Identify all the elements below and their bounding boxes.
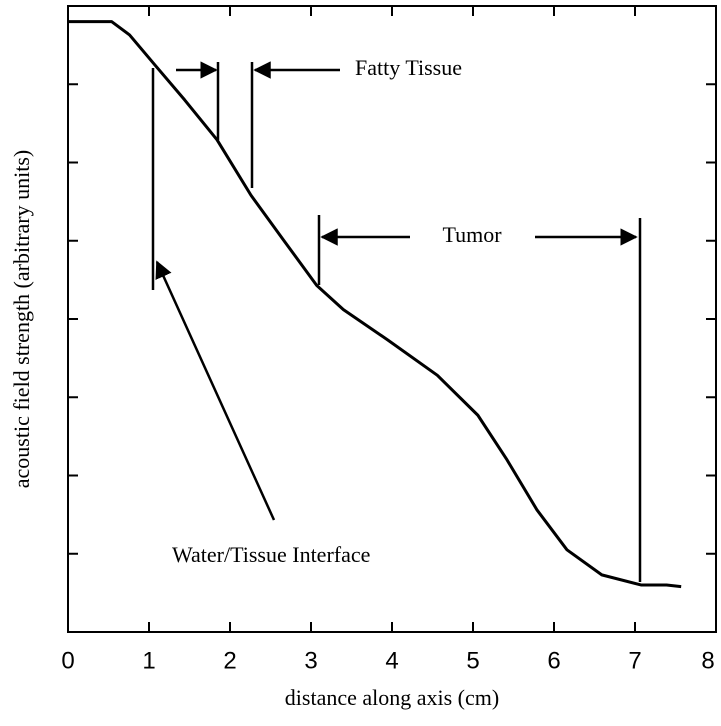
y-axis-label: acoustic field strength (arbitrary units…: [9, 150, 34, 488]
x-tick-label: 2: [223, 647, 236, 674]
x-tick-label: 3: [304, 647, 317, 674]
annotation-lines: [151, 61, 642, 582]
x-tick-label: 6: [547, 647, 560, 674]
annotation: Water/Tissue Interface: [172, 542, 370, 567]
x-tick-label: 1: [142, 647, 155, 674]
data-line: [68, 20, 682, 589]
x-tick-label: 4: [385, 647, 398, 674]
x-axis-label: distance along axis (cm): [285, 685, 499, 710]
annotation: Fatty Tissue: [355, 55, 462, 80]
annotation: Tumor: [442, 222, 502, 247]
x-tick-label: 7: [628, 647, 641, 674]
plot-frame: [67, 5, 717, 633]
x-tick-label: 0: [61, 647, 74, 674]
x-tick-label: 5: [466, 647, 479, 674]
x-tick-label: 8: [701, 647, 714, 674]
